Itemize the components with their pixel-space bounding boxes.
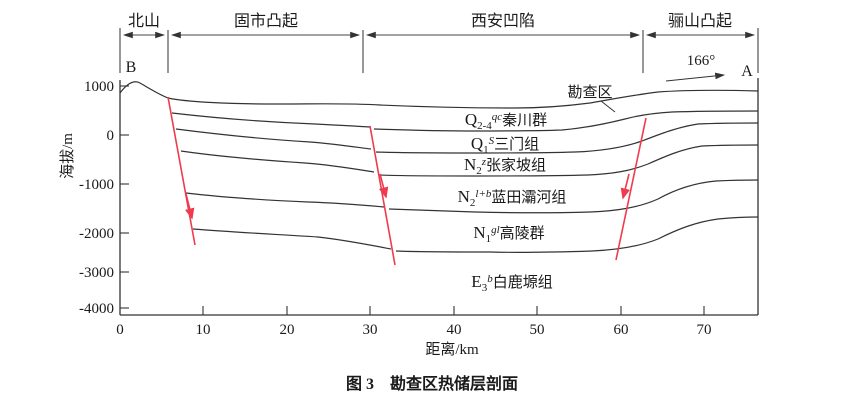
y-tick-m2000: -2000 <box>79 226 114 242</box>
y-tick-1000: 1000 <box>84 79 114 95</box>
stratum-label-bailuyuan: E3b白鹿塬组 <box>471 272 552 294</box>
stratum-label-qinchuan: Q2-4qc秦川群 <box>465 110 547 132</box>
fault-slip-arrow-1-icon <box>185 193 195 220</box>
stratum-label-lantianbahe: N2l+b蓝田灞河组 <box>458 187 567 209</box>
stratum-line-base-lantianbahe-right <box>388 179 759 214</box>
fault-slip-arrow-2-icon <box>378 173 389 199</box>
stratum-line-base-zhangjiapo-right <box>378 144 759 177</box>
y-axis-title: 海拔/m <box>59 133 76 179</box>
tectonic-unit-band <box>119 28 759 73</box>
stratum-label-gaoling: N1gl高陵群 <box>473 223 544 245</box>
fault-line-1 <box>167 96 196 246</box>
unit-label-gushi-uplift: 固市凸起 <box>234 12 298 30</box>
y-axis-tick-labels: 1000 0 -1000 -2000 -3000 -4000 <box>79 79 114 317</box>
stratum-line-base-lantianbahe-left <box>185 192 385 208</box>
x-tick-20: 20 <box>280 322 295 338</box>
y-tick-m1000: -1000 <box>79 177 114 193</box>
y-axis-ticks <box>120 85 129 309</box>
x-tick-30: 30 <box>363 322 378 338</box>
azimuth-label: 166° <box>687 53 716 69</box>
x-tick-60: 60 <box>614 322 629 338</box>
unit-label-lishan-uplift: 骊山凸起 <box>668 12 732 30</box>
x-axis-tick-labels: 0 10 20 30 40 50 60 70 <box>116 322 711 338</box>
x-tick-70: 70 <box>697 322 712 338</box>
y-tick-m3000: -3000 <box>79 265 114 281</box>
stratum-line-base-gaoling-left <box>192 228 392 250</box>
x-tick-10: 10 <box>196 322 211 338</box>
x-axis-ticks <box>202 306 705 315</box>
stratum-line-base-zhangjiapo-left <box>180 150 375 173</box>
stratum-line-base-qinchuan-right <box>373 110 759 132</box>
strata-labels: Q2-4qc秦川群 Q1S三门组 N2z张家坡组 N2l+b蓝田灞河组 N1gl… <box>458 110 567 294</box>
fault-line-2 <box>369 125 396 266</box>
survey-area-leader-line <box>600 100 616 113</box>
stratum-line-base-qinchuan-left <box>171 112 371 128</box>
axes <box>119 78 759 316</box>
azimuth-arrow-icon <box>665 72 726 82</box>
x-tick-0: 0 <box>116 322 124 338</box>
section-endpoint-b: B <box>126 59 137 76</box>
stratum-line-base-gaoling-right <box>395 216 759 254</box>
faults <box>167 96 647 266</box>
stratum-label-zhangjiapo: N2z张家坡组 <box>464 155 546 177</box>
figure-caption: 图 3 勘查区热储层剖面 <box>346 374 518 393</box>
x-tick-40: 40 <box>447 322 462 338</box>
survey-area-label: 勘查区 <box>567 84 612 101</box>
stratum-label-sanmen: Q1S三门组 <box>471 134 539 156</box>
section-endpoint-a: A <box>741 63 753 80</box>
fault-slip-arrow-3-icon <box>620 173 630 200</box>
ground-surface-line <box>119 81 759 109</box>
unit-label-beishan: 北山 <box>128 12 160 30</box>
x-tick-50: 50 <box>530 322 545 338</box>
stratum-line-base-sanmen-left <box>175 128 372 150</box>
strata-lines <box>119 81 759 254</box>
y-tick-0: 0 <box>107 128 115 144</box>
x-axis-title: 距离/km <box>425 341 479 358</box>
fault-line-3 <box>615 117 647 261</box>
unit-label-xian-depression: 西安凹陷 <box>471 12 535 30</box>
stratum-line-base-sanmen-right <box>375 122 759 154</box>
y-tick-m4000: -4000 <box>79 301 114 317</box>
